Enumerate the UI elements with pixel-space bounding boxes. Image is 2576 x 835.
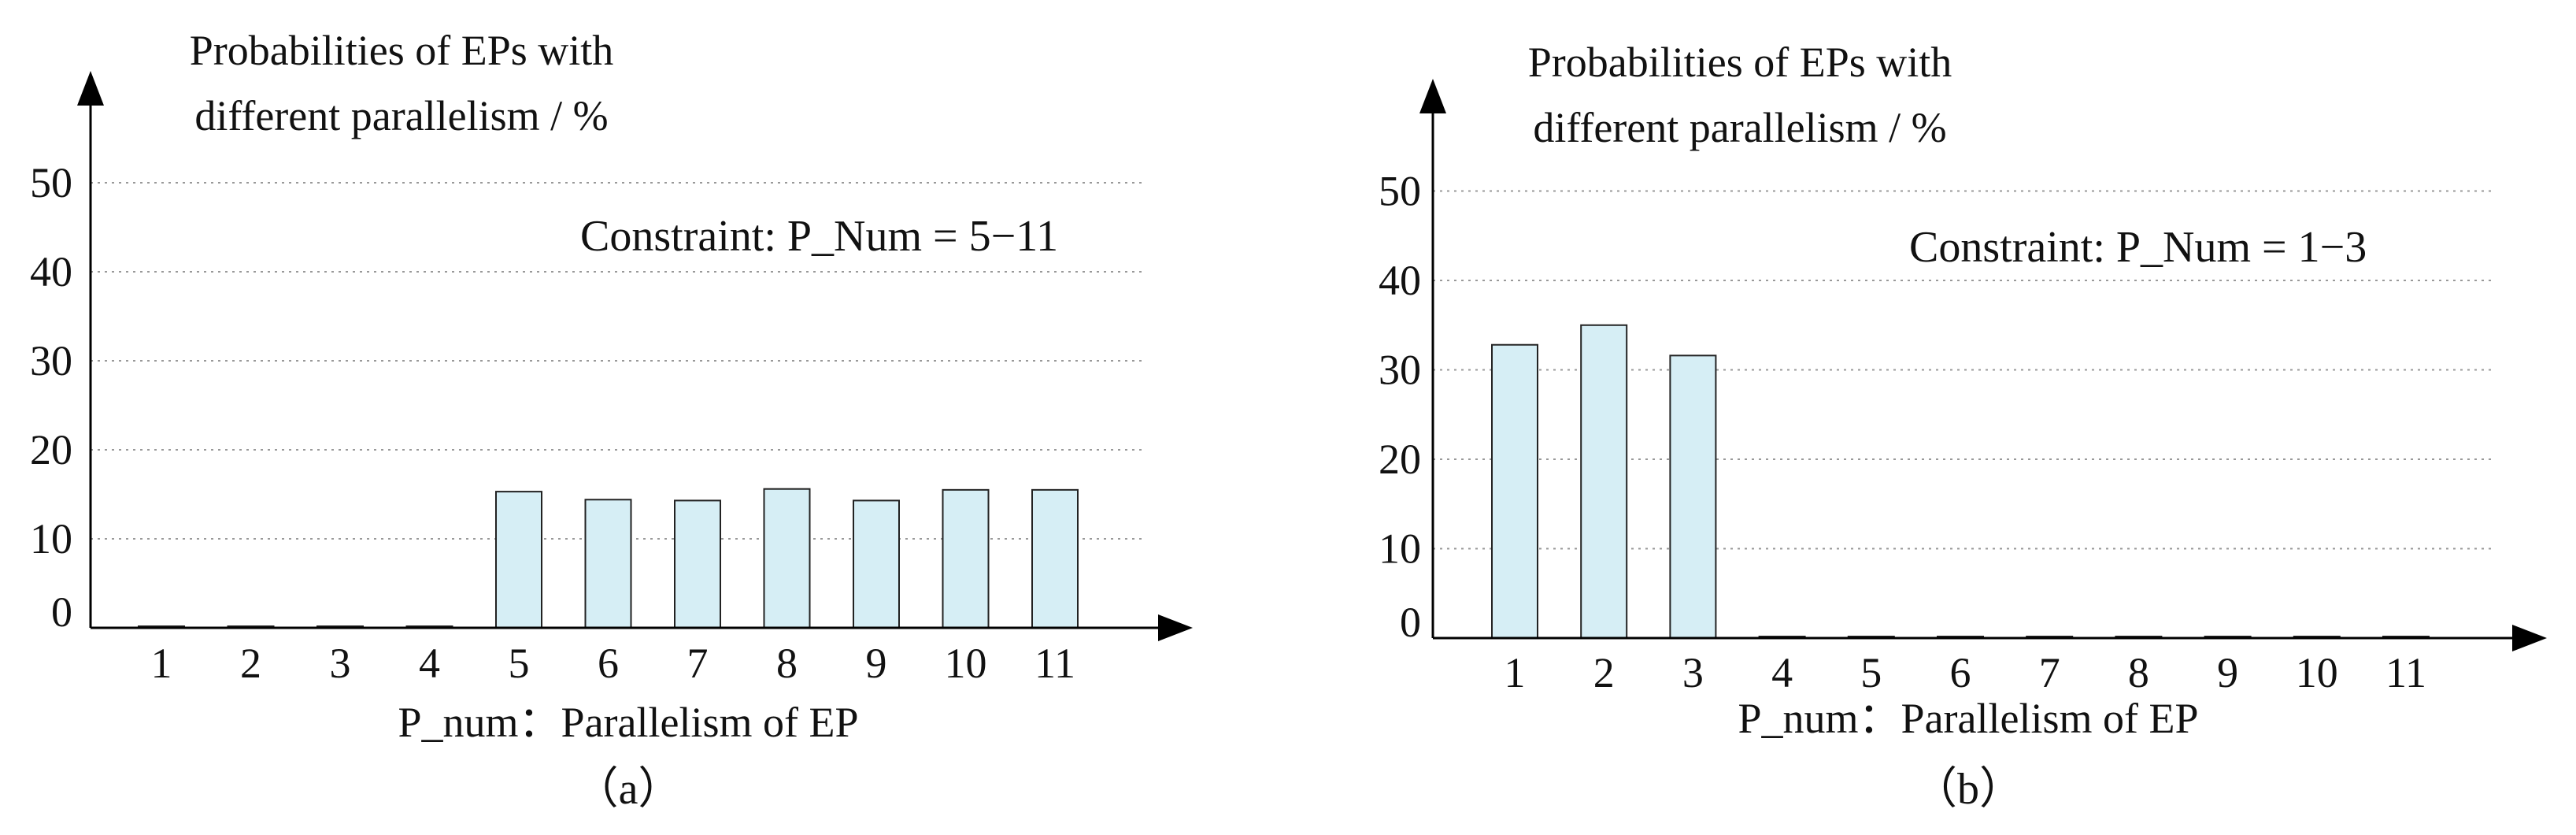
x-axis-arrowhead bbox=[1158, 614, 1193, 641]
chart-panel-b: 0 10 20 30 40 50 1 2 3 4 5 6 7 8 9 10 11 Probabilities … bbox=[1379, 39, 2547, 814]
x-tick-label: 1 bbox=[151, 640, 172, 687]
bars bbox=[138, 488, 1079, 629]
y-tick-label: 40 bbox=[1379, 257, 1421, 304]
x-tick-labels: 1 2 3 4 5 6 7 8 9 10 11 bbox=[151, 640, 1076, 687]
y-tick-label: 10 bbox=[1379, 525, 1421, 573]
x-tick-label: 11 bbox=[1034, 640, 1075, 687]
x-tick-label: 3 bbox=[330, 640, 351, 687]
x-tick-label: 4 bbox=[1771, 649, 1793, 696]
x-tick-labels: 1 2 3 4 5 6 7 8 9 10 11 bbox=[1505, 649, 2427, 696]
y-tick-label: 20 bbox=[1379, 436, 1421, 483]
y-tick-label: 30 bbox=[30, 337, 72, 384]
y-axis-title-line1: Probabilities of EPs with bbox=[1528, 39, 1952, 86]
constraint-annotation: Constraint: P_Num = 1−3 bbox=[1909, 223, 2367, 272]
y-tick-label: 50 bbox=[1379, 168, 1421, 215]
y-tick-label: 0 bbox=[51, 588, 72, 636]
bar bbox=[674, 499, 721, 629]
x-tick-label: 5 bbox=[509, 640, 530, 687]
x-tick-label: 11 bbox=[2385, 649, 2426, 696]
x-tick-label: 8 bbox=[776, 640, 798, 687]
y-axis-title-line1: Probabilities of EPs with bbox=[190, 27, 614, 74]
x-tick-label: 3 bbox=[1682, 649, 1704, 696]
bar bbox=[1031, 488, 1079, 629]
bar bbox=[1491, 343, 1538, 639]
panel-label: （a） bbox=[575, 765, 683, 814]
y-axis-arrowhead bbox=[1419, 79, 1446, 113]
bar bbox=[584, 499, 632, 629]
y-tick-labels: 0 10 20 30 40 50 bbox=[30, 159, 72, 636]
x-tick-label: 5 bbox=[1860, 649, 1882, 696]
x-tick-label: 2 bbox=[1593, 649, 1615, 696]
bar bbox=[853, 499, 900, 629]
y-tick-label: 0 bbox=[1400, 599, 1421, 646]
x-tick-label: 10 bbox=[2296, 649, 2338, 696]
bar bbox=[1669, 354, 1717, 639]
panel-label: （b） bbox=[1913, 765, 2023, 814]
bars bbox=[1491, 324, 2430, 639]
y-axis-arrowhead bbox=[77, 71, 104, 106]
y-tick-label: 30 bbox=[1379, 347, 1421, 394]
x-tick-label: 6 bbox=[598, 640, 619, 687]
x-tick-label: 6 bbox=[1950, 649, 1971, 696]
bar bbox=[763, 488, 811, 629]
x-tick-label: 2 bbox=[240, 640, 261, 687]
x-tick-label: 9 bbox=[866, 640, 887, 687]
x-tick-label: 4 bbox=[419, 640, 440, 687]
y-tick-label: 20 bbox=[30, 426, 72, 473]
y-tick-label: 50 bbox=[30, 159, 72, 206]
axes bbox=[1419, 79, 2547, 651]
x-tick-label: 10 bbox=[945, 640, 987, 687]
x-axis-arrowhead bbox=[2512, 625, 2547, 651]
x-tick-label: 7 bbox=[687, 640, 709, 687]
y-tick-label: 40 bbox=[30, 248, 72, 295]
x-axis-title: P_num：Parallelism of EP bbox=[1738, 695, 2199, 742]
x-tick-label: 7 bbox=[2039, 649, 2060, 696]
x-tick-label: 1 bbox=[1505, 649, 1526, 696]
y-tick-label: 10 bbox=[30, 515, 72, 562]
x-tick-label: 8 bbox=[2128, 649, 2149, 696]
axes bbox=[77, 71, 1193, 641]
bar bbox=[1580, 324, 1628, 639]
y-axis-title-line2: different parallelism / % bbox=[1533, 104, 1946, 151]
constraint-annotation: Constraint: P_Num = 5−11 bbox=[580, 212, 1058, 261]
y-tick-labels: 0 10 20 30 40 50 bbox=[1379, 168, 1421, 647]
bar bbox=[495, 491, 542, 629]
bar bbox=[942, 488, 990, 629]
x-tick-label: 9 bbox=[2217, 649, 2238, 696]
y-axis-title-line2: different parallelism / % bbox=[194, 92, 608, 139]
chart-panel-a: 0 10 20 30 40 50 1 2 3 4 5 6 7 8 9 10 11 Probabilities … bbox=[30, 27, 1193, 814]
x-axis-title: P_num：Parallelism of EP bbox=[398, 699, 859, 746]
